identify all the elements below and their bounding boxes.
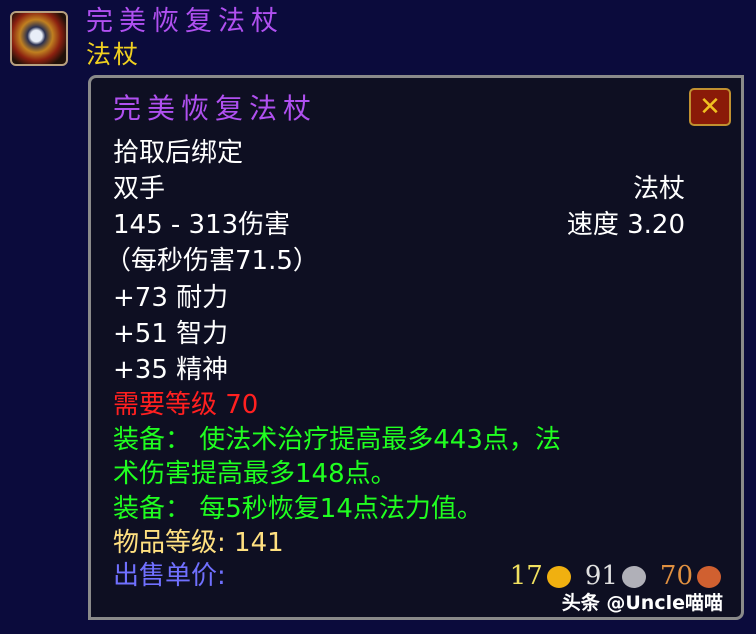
equip-effect-1: 装备： 使法术治疗提高最多443点，法 — [113, 425, 561, 455]
gold-amount: 17 — [509, 561, 543, 591]
stat-line: +35 精神 — [113, 355, 229, 385]
silver-amount: 91 — [584, 561, 618, 591]
item-name-header: 完美恢复法杖 — [86, 6, 284, 37]
staff-item-icon — [10, 11, 68, 66]
sell-price-label: 出售单价: — [113, 561, 226, 591]
silver-coin-icon — [621, 566, 646, 588]
watermark: 头条 @Uncle喵喵 — [561, 592, 723, 614]
dps-text: （每秒伤害71.5） — [105, 246, 319, 276]
equip-effect-2: 装备： 每5秒恢复14点法力值。 — [113, 494, 483, 524]
speed-text: 速度 3.20 — [566, 210, 685, 240]
copper-coin-icon — [697, 566, 721, 588]
damage-text: 145 - 313伤害 — [113, 210, 291, 240]
tooltip-title: 完美恢复法杖 — [113, 92, 318, 125]
item-type-header: 法杖 — [86, 40, 141, 69]
close-icon: ✕ — [699, 92, 721, 122]
bind-text: 拾取后绑定 — [113, 138, 244, 168]
stat-line: +73 耐力 — [113, 283, 229, 313]
close-button[interactable]: ✕ — [689, 88, 731, 126]
weapon-type: 法杖 — [632, 174, 685, 204]
copper-amount: 70 — [659, 561, 693, 591]
stat-line: +51 智力 — [113, 319, 229, 349]
sell-price: 17 91 70 — [510, 561, 721, 591]
item-level: 物品等级: 141 — [113, 528, 284, 558]
requirement-text: 需要等级 70 — [113, 390, 259, 420]
slot-text: 双手 — [113, 174, 166, 204]
equip-effect-1-cont: 术伤害提高最多148点。 — [113, 459, 397, 489]
item-tooltip: 完美恢复法杖 ✕ 拾取后绑定 双手 法杖 145 - 313伤害 速度 3.20… — [88, 75, 744, 620]
gold-coin-icon — [546, 566, 571, 588]
